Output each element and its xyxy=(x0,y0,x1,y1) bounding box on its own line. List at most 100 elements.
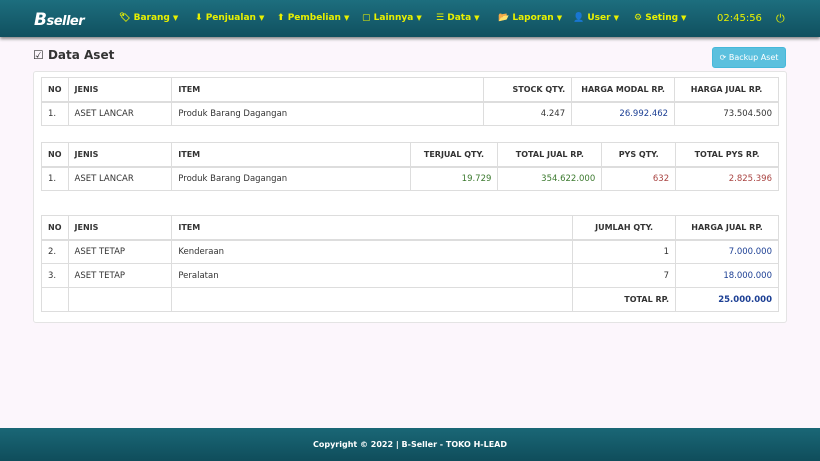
total-label: TOTAL RP. xyxy=(572,287,677,312)
header-no: NO xyxy=(41,215,69,241)
square-icon: ▢ xyxy=(362,13,371,23)
cell-pys-qty: 632 xyxy=(601,166,677,191)
footer: Copyright © 2022 | B-Seller - TOKO H-LEA… xyxy=(0,428,820,461)
header-item: ITEM xyxy=(171,142,411,168)
user-icon: 👤 xyxy=(573,13,585,23)
nav-menu-user[interactable]: 👤 User ▼ xyxy=(573,13,619,23)
backup-aset-button[interactable]: ⟳ Backup Aset xyxy=(712,47,786,68)
arrow-down-icon: ⬇ xyxy=(195,13,203,23)
cell-stock-qty: 4.247 xyxy=(483,101,573,126)
tag-icon: 🏷 xyxy=(119,13,131,23)
caret-down-icon: ▼ xyxy=(416,14,422,22)
nav-menu-label: Seting xyxy=(645,13,679,23)
table-row: 3. ASET TETAP Peralatan 7 18.000.000 xyxy=(41,263,779,288)
page-title-text: Data Aset xyxy=(47,48,115,62)
table-row: 2. ASET TETAP Kenderaan 1 7.000.000 xyxy=(41,239,779,264)
logo[interactable]: Bseller xyxy=(34,10,85,30)
cell-no: 1. xyxy=(41,101,69,126)
header-harga-jual: HARGA JUAL RP. xyxy=(675,215,779,241)
table-sales: NO JENIS ITEM TERJUAL QTY. TOTAL JUAL RP… xyxy=(41,142,779,191)
table-current-stock: NO JENIS ITEM STOCK QTY. HARGA MODAL RP.… xyxy=(41,77,779,126)
caret-down-icon: ▼ xyxy=(172,14,179,22)
header-total-jual: TOTAL JUAL RP. xyxy=(497,142,603,168)
cell-jenis: ASET LANCAR xyxy=(67,166,173,191)
nav-menu-label: Barang xyxy=(133,13,170,23)
empty-cell xyxy=(67,287,173,312)
empty-cell xyxy=(171,287,574,312)
header-jenis: JENIS xyxy=(67,77,173,103)
table-fixed-assets: NO JENIS ITEM JUMLAH QTY. HARGA JUAL RP.… xyxy=(41,215,779,312)
header-total-pys: TOTAL PYS RP. xyxy=(675,142,779,168)
cell-item: Produk Barang Dagangan xyxy=(171,166,411,191)
header-jumlah-qty: JUMLAH QTY. xyxy=(572,215,677,241)
caret-down-icon: ▼ xyxy=(343,14,350,22)
nav-menu-penjualan[interactable]: ⬇ Penjualan ▼ xyxy=(195,13,264,23)
caret-down-icon: ▼ xyxy=(556,14,563,22)
header-pys-qty: PYS QTY. xyxy=(601,142,677,168)
arrow-up-icon: ⬆ xyxy=(277,13,285,23)
nav-menu-label: Laporan xyxy=(512,13,554,23)
navbar: Bseller 🏷 Barang ▼ ⬇ Penjualan ▼ ⬆ Pembelian… xyxy=(0,0,820,37)
total-value: 25.000.000 xyxy=(675,287,779,312)
nav-menu-seting[interactable]: ⚙ Seting ▼ xyxy=(634,13,686,23)
cell-jenis: ASET TETAP xyxy=(67,263,173,288)
cell-no: 3. xyxy=(41,263,69,288)
clock: 02:45:56 xyxy=(717,13,762,24)
cell-harga-jual: 73.504.500 xyxy=(674,101,779,126)
total-row: TOTAL RP. 25.000.000 xyxy=(41,287,779,312)
cell-no: 2. xyxy=(41,239,69,264)
cell-jenis: ASET TETAP xyxy=(67,239,173,264)
caret-down-icon: ▼ xyxy=(258,14,265,22)
header-no: NO xyxy=(41,77,69,103)
empty-cell xyxy=(41,287,69,312)
header-harga-jual: HARGA JUAL RP. xyxy=(674,77,779,103)
header-stock-qty: STOCK QTY. xyxy=(483,77,573,103)
cell-item: Kenderaan xyxy=(171,239,574,264)
check-square-icon: ☑ xyxy=(33,48,44,62)
cell-harga-jual: 18.000.000 xyxy=(675,263,779,288)
nav-menu-label: Data xyxy=(447,13,472,23)
table-row: 1. ASET LANCAR Produk Barang Dagangan 19… xyxy=(41,166,779,191)
cell-harga-jual: 7.000.000 xyxy=(675,239,779,264)
header-item: ITEM xyxy=(171,215,574,241)
cell-jumlah-qty: 7 xyxy=(572,263,677,288)
cell-total-jual: 354.622.000 xyxy=(497,166,603,191)
nav-menu-data[interactable]: ☰ Data ▼ xyxy=(436,13,480,23)
nav-menu-label: Lainnya xyxy=(373,13,414,23)
caret-down-icon: ▼ xyxy=(613,14,619,22)
cell-jenis: ASET LANCAR xyxy=(67,101,173,126)
nav-menu-pembelian[interactable]: ⬆ Pembelian ▼ xyxy=(277,13,349,23)
table-header: NO JENIS ITEM TERJUAL QTY. TOTAL JUAL RP… xyxy=(41,142,779,168)
list-icon: ☰ xyxy=(436,13,445,23)
table-header: NO JENIS ITEM JUMLAH QTY. HARGA JUAL RP. xyxy=(41,215,779,241)
cell-total-pys: 2.825.396 xyxy=(675,166,779,191)
folder-icon: 📂 xyxy=(498,13,510,23)
cell-item: Peralatan xyxy=(171,263,574,288)
cell-terjual-qty: 19.729 xyxy=(409,166,499,191)
backup-label: Backup Aset xyxy=(728,53,779,62)
caret-down-icon: ▼ xyxy=(474,14,480,22)
nav-menu-lainnya[interactable]: ▢ Lainnya ▼ xyxy=(362,13,422,23)
header-jenis: JENIS xyxy=(67,215,173,241)
nav-menu-barang[interactable]: 🏷 Barang ▼ xyxy=(119,13,178,23)
nav-menu-laporan[interactable]: 📂 Laporan ▼ xyxy=(498,13,562,23)
cell-harga-modal: 26.992.462 xyxy=(571,101,676,126)
header-item: ITEM xyxy=(171,77,485,103)
cell-jumlah-qty: 1 xyxy=(572,239,677,264)
caret-down-icon: ▼ xyxy=(681,14,687,22)
header-harga-modal: HARGA MODAL RP. xyxy=(571,77,676,103)
cell-no: 1. xyxy=(41,166,69,191)
table-row: 1. ASET LANCAR Produk Barang Dagangan 4.… xyxy=(41,101,779,126)
power-icon[interactable]: ⏻ xyxy=(776,12,785,25)
nav-menu-label: Penjualan xyxy=(205,13,256,23)
table-header: NO JENIS ITEM STOCK QTY. HARGA MODAL RP.… xyxy=(41,77,779,103)
page-title: ☑ Data Aset xyxy=(33,48,114,62)
header-terjual-qty: TERJUAL QTY. xyxy=(409,142,499,168)
cell-item: Produk Barang Dagangan xyxy=(171,101,485,126)
nav-menu-label: Pembelian xyxy=(287,13,341,23)
refresh-icon: ⟳ xyxy=(719,53,727,62)
header-jenis: JENIS xyxy=(67,142,173,168)
gear-icon: ⚙ xyxy=(634,13,643,23)
nav-menu-label: User xyxy=(587,13,611,23)
header-no: NO xyxy=(41,142,69,168)
